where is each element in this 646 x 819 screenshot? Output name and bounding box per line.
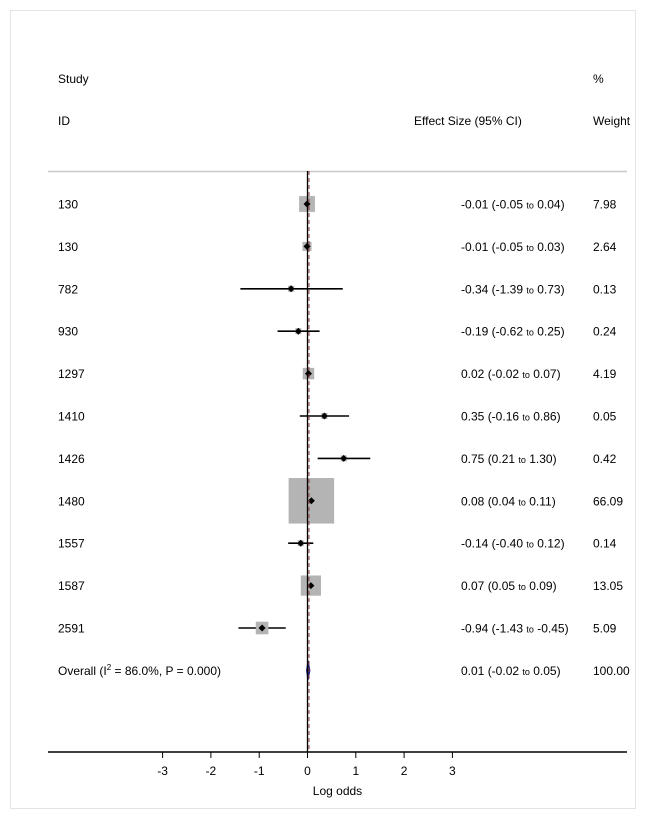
point-estimate [294,327,302,335]
weight-label: 0.05 [593,410,617,424]
x-tick-label: -2 [206,764,217,778]
header-percent: % [593,72,604,86]
study-id: 1557 [58,537,85,551]
weight-label: 0.24 [593,325,617,339]
x-tick-label: 1 [352,764,359,778]
x-tick-label: 3 [449,764,456,778]
effect-size-label: -0.14 (-0.40 to 0.12) [461,537,565,551]
study-row: 1480 0.08 (0.04 to 0.11) 66.09 [58,478,623,524]
study-id: 1480 [58,494,85,508]
study-id: 782 [58,282,78,296]
header-weight: Weight [593,114,631,128]
study-id: 1426 [58,452,85,466]
x-axis: -3 -2 -1 0 1 2 3 Log odds [48,171,627,798]
study-row: 930 -0.19 (-0.62 to 0.25) 0.24 [58,325,617,339]
point-estimate [297,539,305,547]
overall-weight: 100.00 [593,664,630,678]
x-tick-label: -1 [254,764,265,778]
study-row: 1587 0.07 (0.05 to 0.09) 13.05 [58,575,623,596]
point-estimate [340,454,348,462]
point-estimate [287,285,295,293]
study-rows: 130 -0.01 (-0.05 to 0.04) 7.98 130 -0.01 (-0… [58,196,623,636]
effect-size-label: 0.75 (0.21 to 1.30) [461,452,557,466]
study-row: 130 -0.01 (-0.05 to 0.04) 7.98 [58,196,617,212]
study-row: 2591 -0.94 (-1.43 to -0.45) 5.09 [58,622,617,636]
study-id: 130 [58,240,78,254]
point-estimate [320,412,328,420]
effect-size-label: -0.19 (-0.62 to 0.25) [461,325,565,339]
weight-label: 13.05 [593,579,623,593]
effect-size-label: 0.35 (-0.16 to 0.86) [461,410,561,424]
overall-label: Overall (I2 = 86.0%, P = 0.000) [58,663,221,678]
effect-size-label: -0.01 (-0.05 to 0.04) [461,198,565,212]
effect-size-label: 0.07 (0.05 to 0.09) [461,579,557,593]
weight-label: 5.09 [593,622,617,636]
weight-label: 0.14 [593,537,617,551]
study-id: 2591 [58,622,85,636]
header-id: ID [58,114,70,128]
weight-label: 66.09 [593,494,623,508]
study-id: 130 [58,198,78,212]
study-row: 782 -0.34 (-1.39 to 0.73) 0.13 [58,282,617,296]
plot-frame [10,10,636,809]
weight-label: 0.13 [593,282,617,296]
effect-size-label: -0.01 (-0.05 to 0.03) [461,240,565,254]
effect-size-label: -0.94 (-1.43 to -0.45) [461,622,569,636]
weight-label: 4.19 [593,367,617,381]
point-estimate [304,370,312,378]
weight-label: 7.98 [593,198,617,212]
study-id: 1410 [58,410,85,424]
weight-label: 0.42 [593,452,617,466]
study-row: 1426 0.75 (0.21 to 1.30) 0.42 [58,452,617,466]
point-estimate [307,497,315,505]
effect-size-label: 0.02 (-0.02 to 0.07) [461,367,561,381]
x-tick-label: 0 [304,764,311,778]
effect-size-label: -0.34 (-1.39 to 0.73) [461,282,565,296]
x-axis-title: Log odds [313,784,362,798]
effect-size-label: 0.08 (0.04 to 0.11) [461,494,556,508]
study-id: 930 [58,325,78,339]
overall-effect-label: 0.01 (-0.02 to 0.05) [461,664,561,678]
header-study: Study [58,72,89,86]
x-tick-label: -3 [157,764,168,778]
study-row: 130 -0.01 (-0.05 to 0.03) 2.64 [58,240,617,254]
study-id: 1297 [58,367,85,381]
study-row: 1557 -0.14 (-0.40 to 0.12) 0.14 [58,537,617,551]
header-effect-size: Effect Size (95% CI) [414,114,522,128]
study-row: 1410 0.35 (-0.16 to 0.86) 0.05 [58,410,617,424]
study-row: 1297 0.02 (-0.02 to 0.07) 4.19 [58,367,617,381]
weight-label: 2.64 [593,240,617,254]
study-id: 1587 [58,579,85,593]
x-tick-label: 2 [401,764,408,778]
point-estimate [258,624,266,632]
overall-row: Overall (I2 = 86.0%, P = 0.000) 0.01 (-0.… [58,660,630,681]
